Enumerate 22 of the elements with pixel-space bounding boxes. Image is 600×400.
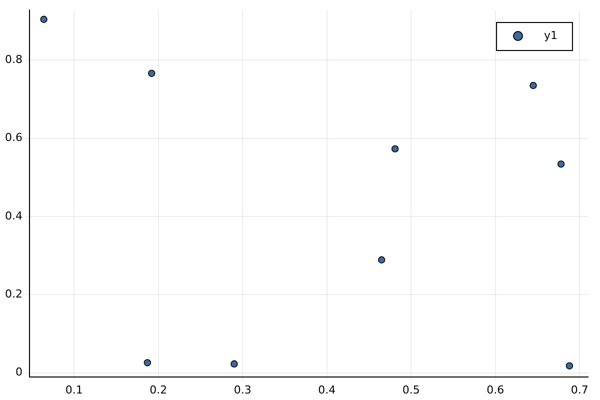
point <box>378 256 386 264</box>
point <box>530 82 537 90</box>
point <box>391 145 399 152</box>
legend-label: y1 <box>544 28 558 42</box>
y-tick-label: 0.6 <box>4 131 22 144</box>
x-tick-label: 0.3 <box>234 383 252 396</box>
x-tick-label: 0.4 <box>318 383 336 396</box>
point <box>40 16 48 23</box>
point <box>144 359 152 366</box>
y-tick-label: 0 <box>15 366 22 379</box>
point <box>148 70 156 77</box>
x-tick-label: 0.7 <box>570 383 588 396</box>
y-tick-label: 0.2 <box>4 288 22 301</box>
x-tick-label: 0.6 <box>486 383 504 396</box>
x-tick-label: 0.5 <box>402 383 420 396</box>
point <box>557 160 565 168</box>
y-tick-label: 0.4 <box>4 209 22 222</box>
point <box>230 360 238 368</box>
x-tick-label: 0.1 <box>65 383 83 396</box>
point <box>566 362 574 370</box>
x-tick-label: 0.2 <box>150 383 168 396</box>
y-tick-label: 0.8 <box>4 52 22 66</box>
